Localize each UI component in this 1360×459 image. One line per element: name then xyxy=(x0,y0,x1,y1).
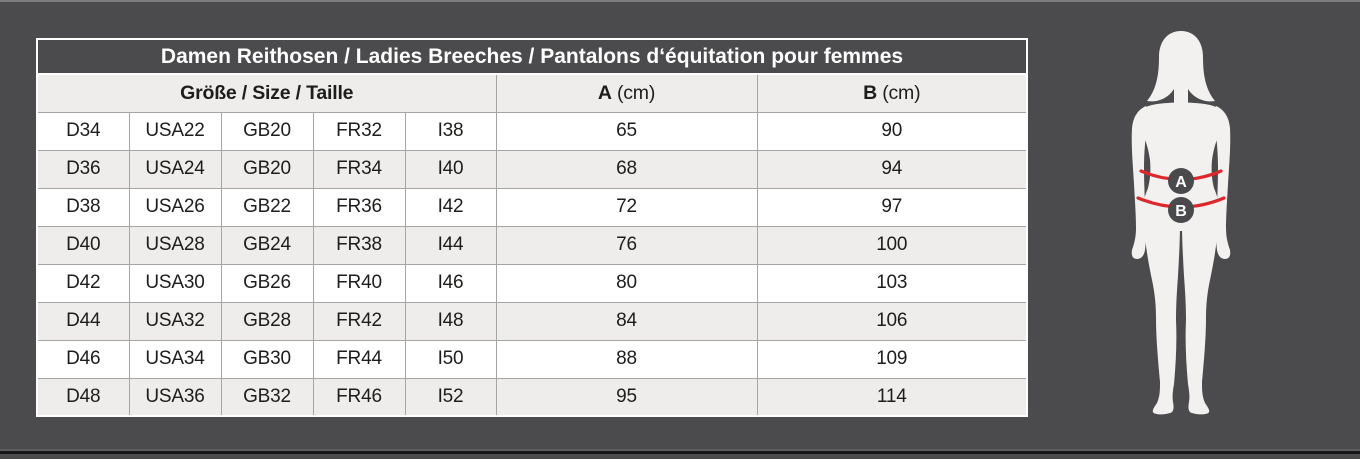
left-arm-shape xyxy=(1131,106,1147,259)
torso-shape xyxy=(1135,102,1227,231)
size-cell-fr: FR34 xyxy=(312,149,406,189)
table-row: D44 USA32 GB28 FR42 I48 84 106 xyxy=(36,301,1028,341)
marker-b-label: B xyxy=(1175,203,1187,220)
size-cell-fr: FR32 xyxy=(312,111,406,151)
size-cell-gb: GB22 xyxy=(220,187,314,227)
size-cell-gb: GB26 xyxy=(220,263,314,303)
bottom-edge-soft-line xyxy=(0,449,1360,451)
size-cell-i: I46 xyxy=(404,263,497,303)
size-cell-usa: USA22 xyxy=(128,111,222,151)
size-cell-i: I50 xyxy=(404,339,497,379)
size-cell-i: I40 xyxy=(404,149,497,189)
size-cell-i: I48 xyxy=(404,301,497,341)
table-row: D36 USA24 GB20 FR34 I40 68 94 xyxy=(36,149,1028,189)
size-cell-d: D42 xyxy=(36,263,130,303)
size-rows-body: D34 USA22 GB20 FR32 I38 65 90 D36 USA24 GB20 FR34 I… xyxy=(36,111,1028,417)
measurement-cell-a: 76 xyxy=(495,225,758,265)
column-header-a: A (cm) xyxy=(495,73,758,113)
measurement-cell-a: 84 xyxy=(495,301,758,341)
column-b-unit: (cm) xyxy=(882,81,921,104)
measurement-cell-a: 95 xyxy=(495,377,758,417)
measurement-cell-b: 103 xyxy=(756,263,1028,303)
marker-b-badge xyxy=(1168,197,1194,223)
size-cell-i: I38 xyxy=(404,111,497,151)
size-cell-usa: USA34 xyxy=(128,339,222,379)
measurement-cell-a: 88 xyxy=(495,339,758,379)
size-cell-i: I42 xyxy=(404,187,497,227)
size-cell-fr: FR46 xyxy=(312,377,406,417)
size-cell-fr: FR38 xyxy=(312,225,406,265)
measurement-cell-a: 72 xyxy=(495,187,758,227)
right-leg-shape xyxy=(1182,208,1219,415)
woman-silhouette-figure: A B xyxy=(1090,0,1360,454)
column-header-b: B (cm) xyxy=(756,73,1028,113)
measurement-cell-a: 65 xyxy=(495,111,758,151)
size-cell-d: D48 xyxy=(36,377,130,417)
measurement-cell-b: 109 xyxy=(756,339,1028,379)
table-row: D38 USA26 GB22 FR36 I42 72 97 xyxy=(36,187,1028,227)
table-row: D46 USA34 GB30 FR44 I50 88 109 xyxy=(36,339,1028,379)
bottom-edge-line xyxy=(0,451,1360,454)
size-cell-gb: GB30 xyxy=(220,339,314,379)
size-cell-usa: USA26 xyxy=(128,187,222,227)
column-header-row: Größe / Size / Taille A (cm) B (cm) xyxy=(36,73,1028,113)
size-cell-i: I52 xyxy=(404,377,497,417)
column-a-unit: (cm) xyxy=(616,81,656,104)
marker-a-badge xyxy=(1168,168,1194,194)
top-edge-highlight xyxy=(0,0,1360,2)
size-cell-fr: FR36 xyxy=(312,187,406,227)
size-cell-gb: GB32 xyxy=(220,377,314,417)
table-row: D42 USA30 GB26 FR40 I46 80 103 xyxy=(36,263,1028,303)
size-cell-d: D40 xyxy=(36,225,130,265)
size-cell-i: I44 xyxy=(404,225,497,265)
size-cell-usa: USA28 xyxy=(128,225,222,265)
size-group-header: Größe / Size / Taille xyxy=(36,73,497,113)
table-row: D48 USA36 GB32 FR46 I52 95 114 xyxy=(36,377,1028,417)
measurement-cell-b: 90 xyxy=(756,111,1028,151)
size-cell-usa: USA32 xyxy=(128,301,222,341)
measurement-cell-a: 68 xyxy=(495,149,758,189)
size-cell-usa: USA24 xyxy=(128,149,222,189)
size-cell-usa: USA30 xyxy=(128,263,222,303)
size-cell-gb: GB24 xyxy=(220,225,314,265)
table-title: Damen Reithosen / Ladies Breeches / Pant… xyxy=(36,38,1028,75)
measurement-cell-a: 80 xyxy=(495,263,758,303)
column-b-letter: B xyxy=(863,81,877,104)
size-cell-d: D38 xyxy=(36,187,130,227)
size-cell-d: D36 xyxy=(36,149,130,189)
size-chart-table: Damen Reithosen / Ladies Breeches / Pant… xyxy=(36,38,1028,417)
marker-a-label: A xyxy=(1175,174,1187,191)
size-cell-fr: FR40 xyxy=(312,263,406,303)
measurement-cell-b: 94 xyxy=(756,149,1028,189)
measurement-cell-b: 97 xyxy=(756,187,1028,227)
measurement-figure-svg: A B xyxy=(1131,31,1231,415)
measurement-cell-b: 106 xyxy=(756,301,1028,341)
silhouette-shape xyxy=(1131,31,1231,415)
size-cell-d: D46 xyxy=(36,339,130,379)
measurement-cell-b: 114 xyxy=(756,377,1028,417)
table-row: D40 USA28 GB24 FR38 I44 76 100 xyxy=(36,225,1028,265)
title-row: Damen Reithosen / Ladies Breeches / Pant… xyxy=(36,38,1028,75)
right-arm-shape xyxy=(1215,106,1231,259)
size-cell-d: D44 xyxy=(36,301,130,341)
size-cell-fr: FR44 xyxy=(312,339,406,379)
size-cell-fr: FR42 xyxy=(312,301,406,341)
size-cell-usa: USA36 xyxy=(128,377,222,417)
left-leg-shape xyxy=(1143,208,1180,415)
size-cell-gb: GB20 xyxy=(220,111,314,151)
neck-shape xyxy=(1174,78,1188,106)
size-cell-d: D34 xyxy=(36,111,130,151)
size-cell-gb: GB20 xyxy=(220,149,314,189)
measurement-cell-b: 100 xyxy=(756,225,1028,265)
column-a-letter: A xyxy=(597,81,612,104)
size-cell-gb: GB28 xyxy=(220,301,314,341)
head-hair-shape xyxy=(1147,31,1215,102)
table-row: D34 USA22 GB20 FR32 I38 65 90 xyxy=(36,111,1028,151)
